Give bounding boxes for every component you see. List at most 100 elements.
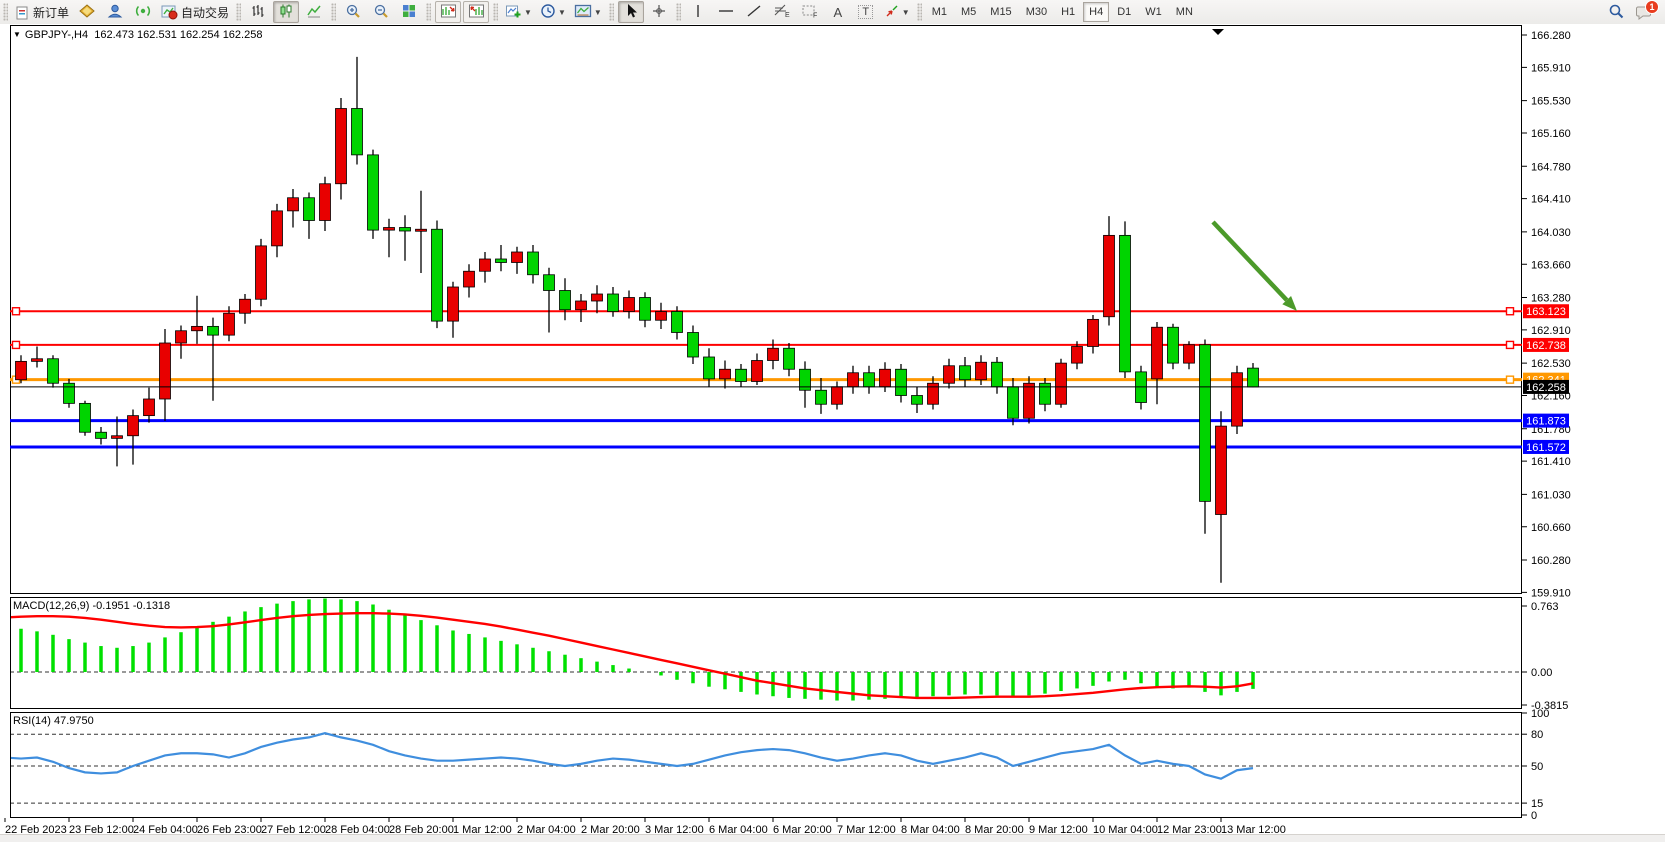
candle (1199, 344, 1211, 502)
vertical-line-button[interactable] (685, 1, 711, 23)
candle (191, 325, 203, 332)
chat-bubble-icon: 1 (1635, 0, 1659, 20)
svg-text:162.910: 162.910 (1531, 325, 1571, 337)
symbol-dropdown-icon[interactable]: ▼ (13, 30, 21, 39)
candle (975, 361, 987, 381)
svg-text:161.030: 161.030 (1531, 489, 1571, 501)
chevron-down-icon: ▼ (901, 7, 910, 17)
svg-text:100: 100 (1531, 708, 1549, 720)
svg-text:80: 80 (1531, 729, 1543, 741)
crosshair-button[interactable] (646, 1, 672, 23)
chart-window[interactable]: 166.280 165.910 165.530 165.160 164.780 164.4… (0, 24, 1665, 836)
tile-windows-icon (401, 3, 417, 22)
candle (719, 368, 731, 380)
zoom-in-button[interactable] (340, 1, 366, 23)
line-chart-button[interactable] (301, 1, 327, 23)
line-handle[interactable] (11, 307, 21, 316)
svg-text:6 Mar 04:00: 6 Mar 04:00 (709, 824, 768, 836)
signal-button[interactable] (130, 1, 156, 23)
svg-text:2 Mar 20:00: 2 Mar 20:00 (581, 824, 640, 836)
quotes-button[interactable] (74, 1, 100, 23)
svg-text:159.910: 159.910 (1531, 587, 1571, 599)
candle (767, 347, 779, 361)
candlestick-series (15, 56, 1259, 583)
chart-shift-marker[interactable] (1212, 29, 1224, 35)
bid-price-badge (1523, 379, 1569, 394)
svg-text:2 Mar 04:00: 2 Mar 04:00 (517, 824, 576, 836)
svg-text:8 Mar 04:00: 8 Mar 04:00 (901, 824, 960, 836)
candle (671, 311, 683, 333)
candle (895, 368, 907, 396)
timeframe-button-M15[interactable]: M15 (990, 6, 1012, 18)
timeframe-button-M1[interactable]: M1 (931, 6, 947, 18)
toolbar-grip (426, 3, 432, 21)
new-order-icon (15, 5, 30, 20)
svg-text:24 Feb 04:00: 24 Feb 04:00 (133, 824, 198, 836)
zoom-out-button[interactable] (368, 1, 394, 23)
timeframe-button-W1[interactable]: W1 (1145, 6, 1162, 18)
periods-button[interactable]: ▼ (537, 1, 569, 23)
chevron-down-icon: ▼ (557, 7, 566, 17)
macd-signal-value: -0.1318 (132, 600, 171, 612)
candle (463, 270, 475, 288)
line-handle[interactable] (1505, 307, 1515, 316)
candle (1215, 425, 1227, 515)
svg-text:F: F (813, 12, 817, 19)
line-handle[interactable] (1505, 375, 1515, 384)
status-bar (0, 834, 1665, 842)
svg-text:163.660: 163.660 (1531, 259, 1571, 271)
arrows-button[interactable]: ▼ (881, 1, 913, 23)
svg-text:162.258: 162.258 (1526, 382, 1566, 394)
channel-icon: F (801, 3, 819, 22)
timeframe-button-H1[interactable]: H1 (1061, 6, 1076, 18)
candle (783, 347, 795, 370)
indicator-window-button-1[interactable] (435, 1, 462, 23)
chart-canvas[interactable]: 166.280 165.910 165.530 165.160 164.780 164.4… (0, 24, 1665, 836)
macd-pane[interactable] (10, 597, 1522, 709)
indicator-window-button-2[interactable] (463, 1, 490, 23)
trendline-button[interactable] (741, 1, 767, 23)
indicator-window-icon-2 (468, 3, 485, 22)
fibonacci-button[interactable]: E (769, 1, 795, 23)
line-handle[interactable] (11, 340, 21, 350)
line-handle[interactable] (1505, 340, 1515, 350)
svg-text:-0.3815: -0.3815 (1531, 700, 1568, 712)
rsi-pane[interactable] (10, 712, 1522, 818)
search-button[interactable] (1603, 1, 1629, 23)
timeframe-button-M5[interactable]: M5 (961, 6, 977, 18)
symbol-period-label: GBPJPY-,H4 (24, 29, 89, 41)
timeframe-button-D1[interactable]: D1 (1117, 6, 1132, 18)
bar-chart-button[interactable] (245, 1, 271, 23)
navigator-button[interactable] (102, 1, 128, 23)
horizontal-line-icon (717, 3, 735, 22)
timeframe-button-MN[interactable]: MN (1175, 6, 1193, 18)
crosshair-icon (651, 3, 667, 22)
toolbar-grip (3, 3, 8, 21)
zoom-in-icon (345, 3, 362, 22)
candlestick-chart-button[interactable] (273, 1, 300, 23)
channel-button[interactable]: F (797, 1, 823, 23)
svg-text:27 Feb 12:00: 27 Feb 12:00 (261, 824, 326, 836)
svg-text:28 Feb 20:00: 28 Feb 20:00 (389, 824, 454, 836)
timeframe-button-M30[interactable]: M30 (1025, 6, 1048, 18)
cursor-button[interactable] (617, 1, 644, 23)
rsi-axis: 100 80 50 150 (1522, 708, 1549, 822)
text-label-button[interactable]: T (853, 1, 879, 23)
annotation-arrow[interactable] (1211, 220, 1297, 311)
main-pane[interactable] (10, 25, 1522, 594)
auto-trading-button[interactable]: 自动交易 (158, 1, 232, 23)
svg-text:165.160: 165.160 (1531, 128, 1571, 140)
timeframe-toolbar: M1 M5 M15 M30 H1 H4 D1 W1 MN (925, 2, 1200, 22)
templates-button[interactable]: ▼ (571, 1, 605, 23)
notifications-button[interactable]: 1 (1631, 0, 1659, 23)
candle (1231, 372, 1243, 427)
quotes-icon (78, 3, 96, 22)
add-indicator-button[interactable]: ▼ (502, 1, 535, 23)
rsi-name: RSI(14) (13, 715, 51, 727)
new-order-button[interactable]: 新订单 (12, 1, 72, 23)
tile-windows-button[interactable] (396, 1, 422, 23)
timeframe-button-H4[interactable]: H4 (1083, 2, 1110, 22)
horizontal-line-button[interactable] (713, 1, 739, 23)
text-button[interactable]: A (825, 1, 851, 23)
